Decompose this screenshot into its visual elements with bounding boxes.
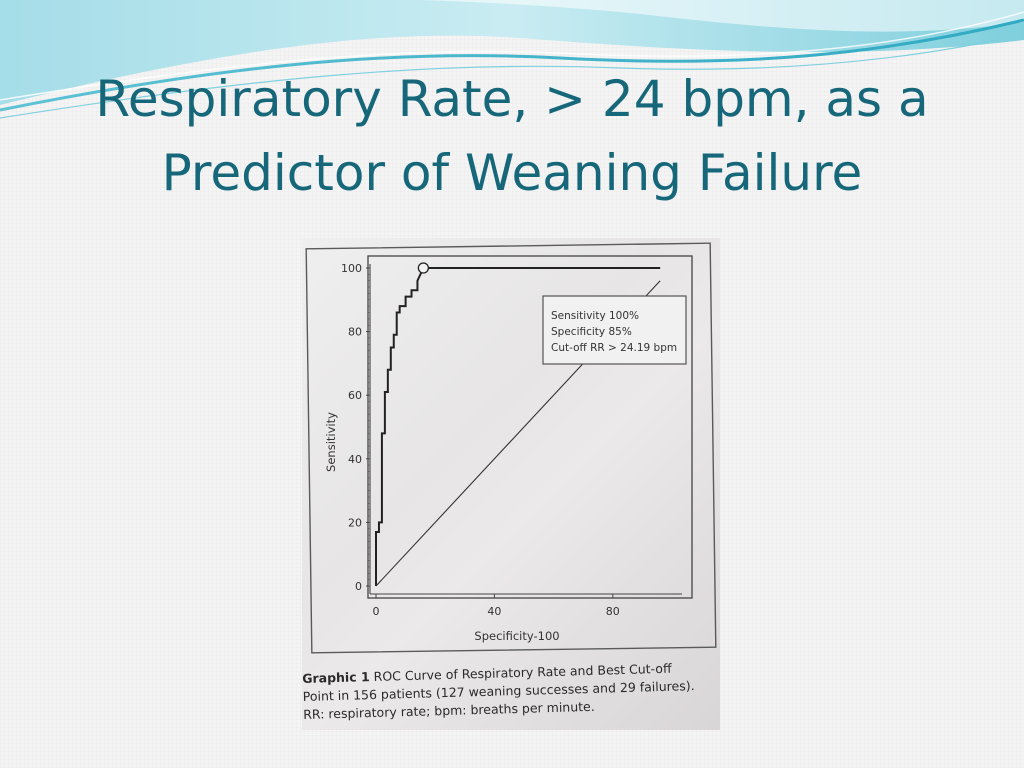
annotation-specificity: Specificity 85% bbox=[551, 326, 632, 338]
caption-label: Graphic 1 bbox=[302, 669, 370, 686]
slide-title: Respiratory Rate, > 24 bpm, as a Predict… bbox=[0, 62, 1024, 210]
y-tick-label: 60 bbox=[348, 389, 362, 402]
roc-figure-photo: 0 20 40 60 80 100 0 40 80 Specificity-100 Sensit… bbox=[302, 238, 720, 730]
cutoff-point-marker bbox=[417, 262, 430, 274]
slide-title-line-2: Predictor of Weaning Failure bbox=[161, 144, 863, 202]
ticks: 0 20 40 60 80 100 0 40 80 bbox=[341, 262, 620, 618]
y-tick-label: 0 bbox=[355, 580, 362, 593]
y-tick-label: 20 bbox=[348, 516, 362, 529]
y-tick-label: 80 bbox=[348, 326, 362, 339]
annotation-cutoff: Cut-off RR > 24.19 bpm bbox=[551, 342, 677, 354]
figure-frame bbox=[305, 242, 717, 654]
roc-curve-line bbox=[375, 267, 661, 586]
annotation-sensitivity: Sensitivity 100% bbox=[551, 310, 639, 322]
y-tick-label: 100 bbox=[341, 262, 362, 275]
header-wave-decoration bbox=[0, 0, 1024, 119]
x-tick-label: 0 bbox=[373, 605, 380, 618]
x-tick-label: 40 bbox=[487, 605, 501, 618]
x-tick-label: 80 bbox=[606, 605, 620, 618]
slide-title-line-1: Respiratory Rate, > 24 bpm, as a bbox=[95, 70, 929, 128]
roc-chart: 0 20 40 60 80 100 0 40 80 Specificity-100 Sensit… bbox=[305, 242, 717, 654]
y-tick-label: 40 bbox=[348, 453, 362, 466]
x-axis-label: Specificity-100 bbox=[474, 629, 559, 643]
annotation-box: Sensitivity 100% Specificity 85% Cut-off… bbox=[542, 295, 687, 365]
y-axis-label: Sensitivity bbox=[324, 412, 338, 472]
